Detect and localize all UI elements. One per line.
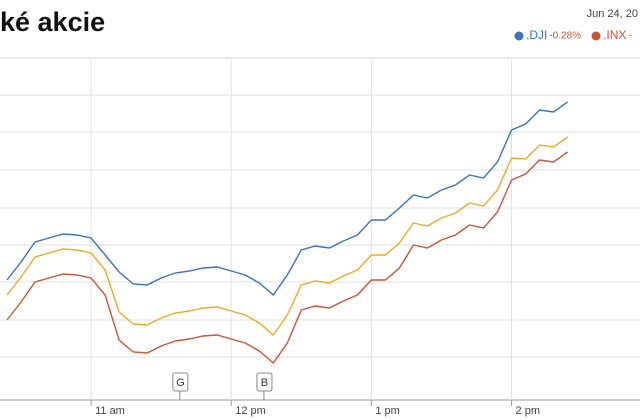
chart-title: ké akcie [0,7,105,37]
x-tick-label: 12 pm [235,405,266,417]
date-label: Jun 24, 20 [587,8,638,20]
series-line [6,151,568,365]
marker-box [256,372,273,392]
legend-change: -0.28% [549,31,581,42]
x-tick-label: 11 am [95,405,125,417]
marker-label: G [176,377,185,389]
h-grid [0,94,640,358]
x-tick-label: 2 pm [516,405,540,417]
legend-marker [591,31,601,41]
series-line [6,101,568,297]
legend-change: - [628,31,631,42]
legend-marker [514,31,524,41]
legend-label: .DJI [526,28,547,42]
marker-box [172,372,189,392]
series-line [6,136,568,337]
legend-label: .INX [603,28,626,42]
marker-label: B [261,377,268,389]
x-tick-label: 1 pm [375,405,399,417]
